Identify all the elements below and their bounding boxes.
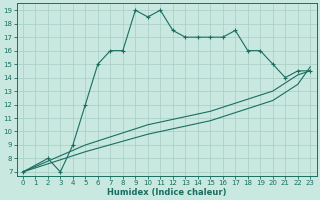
X-axis label: Humidex (Indice chaleur): Humidex (Indice chaleur)	[107, 188, 226, 197]
